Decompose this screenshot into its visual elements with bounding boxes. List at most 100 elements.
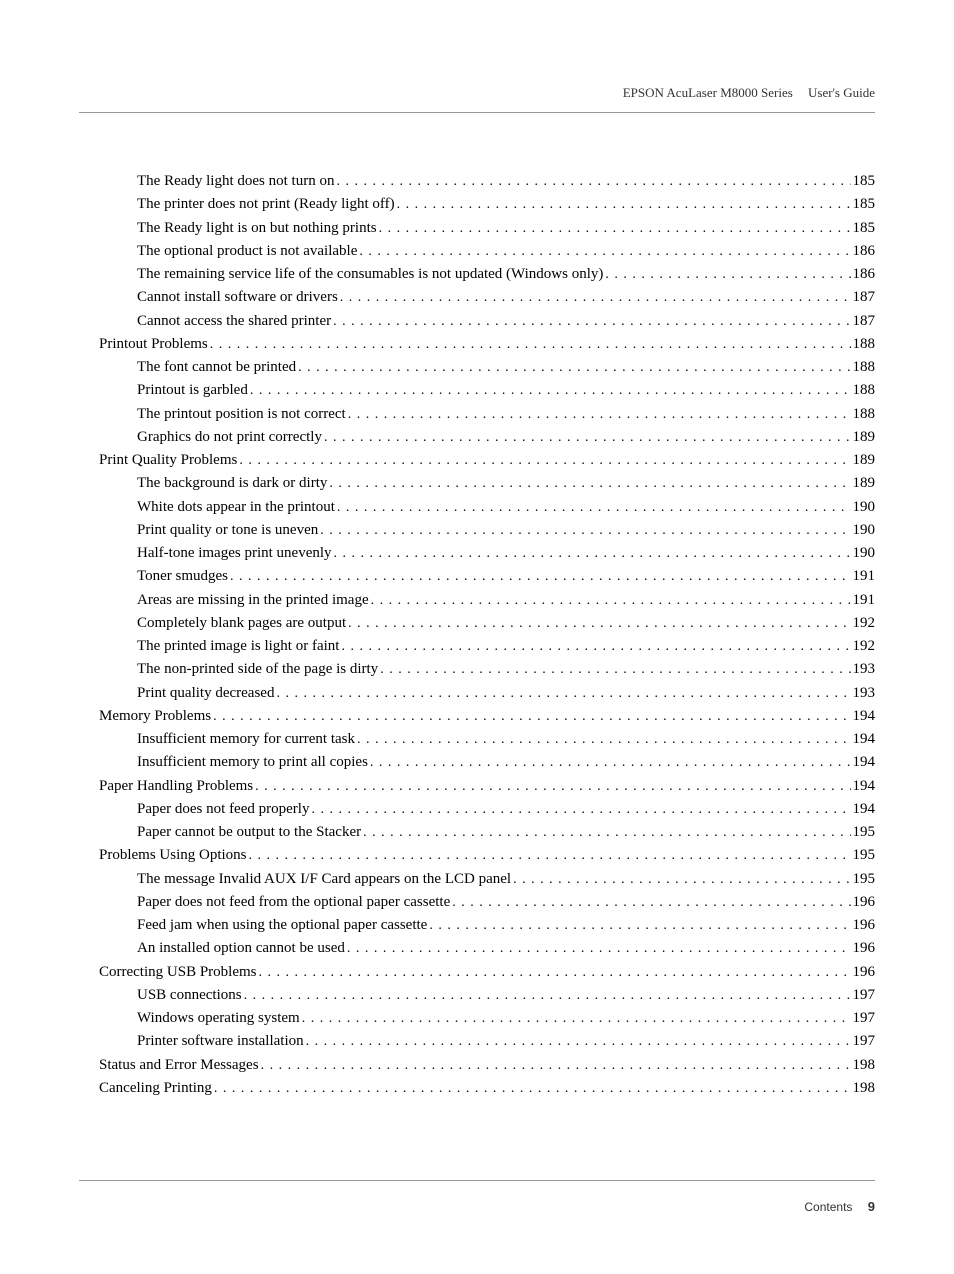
- toc-entry-label: Paper Handling Problems: [99, 775, 253, 798]
- footer-page-number: 9: [868, 1199, 875, 1214]
- toc-entry[interactable]: Cannot access the shared printer 187: [79, 310, 875, 333]
- toc-entry[interactable]: Paper does not feed from the optional pa…: [79, 891, 875, 914]
- footer-text: Contents 9: [79, 1199, 875, 1214]
- toc-entry-page: 185: [853, 193, 876, 216]
- toc-entry-page: 195: [853, 868, 876, 891]
- toc-entry-label: Paper cannot be output to the Stacker: [137, 821, 361, 844]
- toc-dots: [513, 868, 850, 891]
- toc-entry-label: The printed image is light or faint: [137, 635, 339, 658]
- toc-entry-label: The non-printed side of the page is dirt…: [137, 658, 378, 681]
- toc-entry[interactable]: Paper does not feed properly 194: [79, 798, 875, 821]
- toc-entry[interactable]: Printer software installation197: [79, 1030, 875, 1053]
- toc-dots: [379, 217, 851, 240]
- toc-dots: [210, 333, 851, 356]
- footer-label: Contents: [804, 1200, 852, 1214]
- toc-entry[interactable]: The non-printed side of the page is dirt…: [79, 658, 875, 681]
- toc-entry-label: The remaining service life of the consum…: [137, 263, 603, 286]
- toc-entry-label: Completely blank pages are output: [137, 612, 346, 635]
- toc-entry[interactable]: The printout position is not correct 188: [79, 403, 875, 426]
- toc-entry-page: 187: [853, 310, 876, 333]
- toc-dots: [336, 170, 850, 193]
- toc-entry[interactable]: Paper Handling Problems194: [79, 775, 875, 798]
- toc-entry-page: 194: [853, 798, 876, 821]
- toc-dots: [397, 193, 851, 216]
- toc-entry[interactable]: Areas are missing in the printed image19…: [79, 589, 875, 612]
- toc-entry[interactable]: Windows operating system197: [79, 1007, 875, 1030]
- toc-entry-label: Printout is garbled: [137, 379, 248, 402]
- toc-entry-label: USB connections: [137, 984, 242, 1007]
- toc-dots: [605, 263, 850, 286]
- toc-entry-label: Toner smudges: [137, 565, 228, 588]
- toc-entry-page: 198: [853, 1054, 876, 1077]
- toc-entry[interactable]: Print Quality Problems189: [79, 449, 875, 472]
- toc-entry[interactable]: USB connections197: [79, 984, 875, 1007]
- toc-dots: [244, 984, 851, 1007]
- toc-dots: [452, 891, 850, 914]
- toc-entry[interactable]: Printout Problems188: [79, 333, 875, 356]
- toc-entry-label: Insufficient memory to print all copies: [137, 751, 368, 774]
- toc-entry-label: Windows operating system: [137, 1007, 300, 1030]
- toc-entry-label: Printout Problems: [99, 333, 208, 356]
- toc-entry-page: 193: [853, 658, 876, 681]
- toc-entry[interactable]: Graphics do not print correctly 189: [79, 426, 875, 449]
- toc-entry-label: The message Invalid AUX I/F Card appears…: [137, 868, 511, 891]
- toc-entry-label: Cannot install software or drivers: [137, 286, 338, 309]
- toc-entry-page: 195: [853, 844, 876, 867]
- toc-entry[interactable]: An installed option cannot be used196: [79, 937, 875, 960]
- toc-entry[interactable]: Memory Problems194: [79, 705, 875, 728]
- toc-dots: [329, 472, 850, 495]
- toc-entry-label: Graphics do not print correctly: [137, 426, 322, 449]
- toc-entry-page: 196: [853, 914, 876, 937]
- toc-entry[interactable]: Half-tone images print unevenly190: [79, 542, 875, 565]
- toc-entry-page: 193: [853, 682, 876, 705]
- toc-entry[interactable]: The remaining service life of the consum…: [79, 263, 875, 286]
- toc-entry[interactable]: The printer does not print (Ready light …: [79, 193, 875, 216]
- toc-entry[interactable]: Cannot install software or drivers187: [79, 286, 875, 309]
- toc-entry[interactable]: Correcting USB Problems196: [79, 961, 875, 984]
- toc-entry-label: The Ready light does not turn on: [137, 170, 334, 193]
- toc-entry[interactable]: Problems Using Options195: [79, 844, 875, 867]
- toc-entry-page: 188: [853, 403, 876, 426]
- header-title: EPSON AcuLaser M8000 Series: [623, 85, 793, 100]
- page-header: EPSON AcuLaser M8000 Series User's Guide: [623, 85, 875, 101]
- toc-entry[interactable]: Completely blank pages are output192: [79, 612, 875, 635]
- toc-entry[interactable]: Print quality decreased193: [79, 682, 875, 705]
- toc-entry-page: 189: [853, 426, 876, 449]
- toc-entry[interactable]: Printout is garbled188: [79, 379, 875, 402]
- toc-entry[interactable]: The Ready light does not turn on185: [79, 170, 875, 193]
- toc-entry-label: An installed option cannot be used: [137, 937, 345, 960]
- toc-entry[interactable]: Insufficient memory to print all copies 1…: [79, 751, 875, 774]
- toc-entry-label: Cannot access the shared printer: [137, 310, 331, 333]
- toc-entry[interactable]: The optional product is not available186: [79, 240, 875, 263]
- page-footer: Contents 9: [79, 1180, 875, 1214]
- toc-entry[interactable]: Feed jam when using the optional paper c…: [79, 914, 875, 937]
- toc-entry[interactable]: Insufficient memory for current task194: [79, 728, 875, 751]
- toc-entry[interactable]: Canceling Printing 198: [79, 1077, 875, 1100]
- toc-entry-label: Status and Error Messages: [99, 1054, 259, 1077]
- toc-dots: [302, 1007, 851, 1030]
- toc-entry[interactable]: Toner smudges191: [79, 565, 875, 588]
- toc-entry[interactable]: The message Invalid AUX I/F Card appears…: [79, 868, 875, 891]
- toc-dots: [276, 682, 850, 705]
- toc-entry[interactable]: Print quality or tone is uneven190: [79, 519, 875, 542]
- toc-entry[interactable]: White dots appear in the printout190: [79, 496, 875, 519]
- toc-entry[interactable]: The printed image is light or faint192: [79, 635, 875, 658]
- toc-entry-page: 186: [853, 240, 876, 263]
- toc-entry-label: Canceling Printing: [99, 1077, 212, 1100]
- toc-dots: [213, 705, 850, 728]
- toc-dots: [363, 821, 850, 844]
- toc-entry[interactable]: Status and Error Messages 198: [79, 1054, 875, 1077]
- toc-entry-label: Paper does not feed properly: [137, 798, 309, 821]
- toc-entry[interactable]: Paper cannot be output to the Stacker195: [79, 821, 875, 844]
- toc-entry-label: Feed jam when using the optional paper c…: [137, 914, 427, 937]
- toc-entry[interactable]: The background is dark or dirty189: [79, 472, 875, 495]
- toc-entry-page: 198: [853, 1077, 876, 1100]
- toc-dots: [324, 426, 851, 449]
- toc-entry-label: The printout position is not correct: [137, 403, 346, 426]
- toc-entry-page: 194: [853, 751, 876, 774]
- toc-entry-label: The Ready light is on but nothing prints: [137, 217, 377, 240]
- toc-entry[interactable]: The font cannot be printed188: [79, 356, 875, 379]
- toc-entry[interactable]: The Ready light is on but nothing prints…: [79, 217, 875, 240]
- toc-dots: [347, 937, 851, 960]
- toc-dots: [357, 728, 851, 751]
